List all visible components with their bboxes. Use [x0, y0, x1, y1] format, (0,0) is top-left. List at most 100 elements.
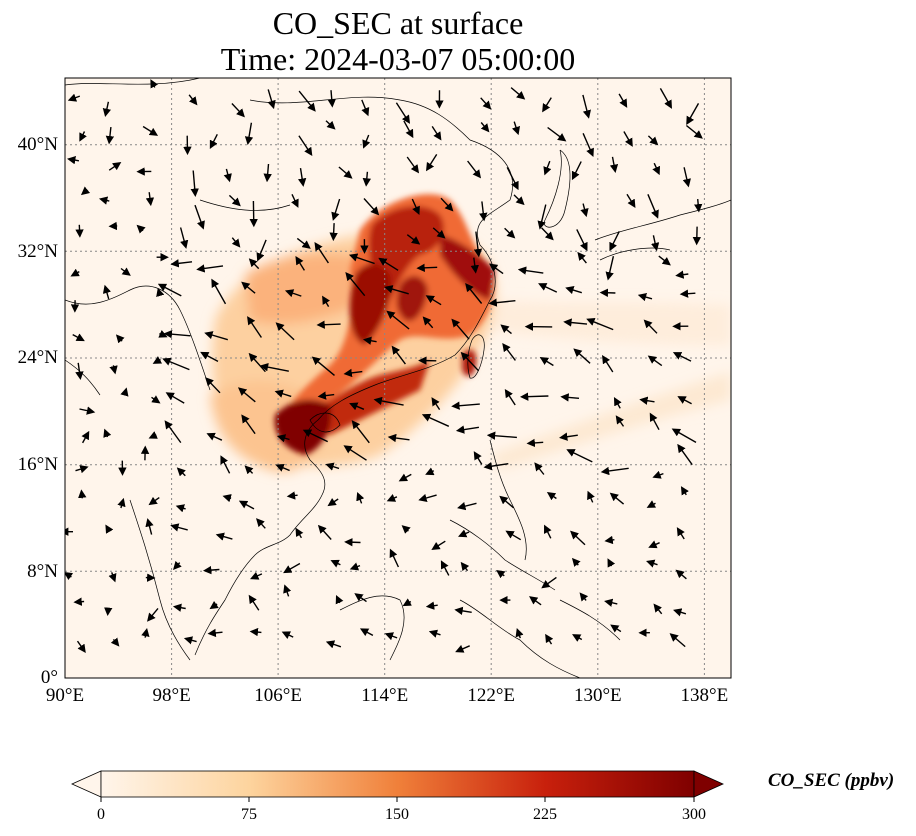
wind-arrow [646, 500, 657, 508]
lat-tick-label: 0° [40, 667, 58, 688]
wind-arrow [652, 470, 664, 479]
wind-arrow [241, 414, 256, 435]
wind-arrow [247, 316, 262, 338]
map-gridlines [65, 78, 731, 678]
wind-arrow [623, 131, 633, 147]
wind-arrow [244, 122, 254, 146]
wind-arrow [67, 156, 80, 165]
wind-arrow [338, 166, 353, 179]
lat-tick-label: 24°N [17, 347, 58, 368]
wind-arrow [152, 356, 163, 364]
wind-arrow [693, 199, 703, 213]
wind-arrow [609, 492, 625, 505]
lon-tick-label: 106°E [254, 685, 302, 706]
wind-arrow [275, 463, 290, 472]
wind-arrow [467, 160, 482, 179]
wind-arrow [539, 357, 554, 367]
wind-arrow [325, 120, 336, 130]
wind-arrow [386, 494, 398, 502]
wind-arrow [652, 162, 660, 176]
wind-arrow [488, 298, 516, 307]
wind-arrow [577, 251, 587, 264]
wind-arrow [387, 433, 410, 443]
wind-arrow [639, 396, 655, 405]
wind-arrow [384, 285, 409, 295]
wind-arrow [505, 530, 522, 541]
wind-arrow [148, 431, 158, 439]
wind-arrow [148, 496, 160, 506]
wind-arrow [541, 227, 554, 241]
wind-arrow [395, 102, 411, 124]
wind-arrow [276, 434, 290, 443]
wind-arrow [470, 257, 479, 274]
wind-arrow [157, 283, 182, 297]
wind-arrow [543, 160, 552, 176]
wind-arrow [316, 320, 341, 329]
wind-arrow [75, 465, 89, 474]
wind-arrow [170, 259, 193, 268]
co-concentration-field [210, 194, 731, 472]
colorbar-tick-label: 300 [682, 806, 706, 823]
wind-arrow [344, 538, 361, 547]
lon-tick-label: 98°E [152, 685, 191, 706]
wind-arrow [500, 324, 512, 335]
wind-arrow [411, 198, 420, 215]
wind-arrow [613, 397, 622, 409]
wind-arrow [601, 355, 614, 373]
wind-arrow [679, 289, 696, 298]
wind-arrow [361, 99, 370, 117]
colorbar [71, 770, 724, 802]
wind-arrow [486, 431, 517, 440]
wind-arrow [618, 93, 628, 108]
wind-arrow [204, 331, 228, 341]
wind-arrow [576, 229, 588, 252]
colorbar-tick-label: 225 [533, 806, 557, 823]
wind-arrow [673, 608, 687, 617]
wind-arrow [685, 124, 703, 139]
wind-arrow [672, 352, 692, 362]
wind-arrow [263, 163, 272, 183]
wind-arrow [586, 317, 614, 331]
map-title-line2: Time: 2024-03-07 05:00:00 [220, 41, 576, 77]
wind-arrow [175, 504, 186, 513]
wind-arrow [335, 594, 344, 605]
wind-arrow [183, 636, 197, 645]
wind-arrow [571, 557, 581, 567]
wind-arrow [281, 631, 294, 640]
wind-arrow [156, 287, 165, 298]
wind-arrow [162, 357, 190, 371]
wind-arrow [431, 397, 441, 410]
wind-arrow [209, 600, 219, 610]
wind-arrow [537, 204, 547, 230]
wind-arrow [682, 167, 691, 188]
colorbar-label: CO_SEC (ppbv) [768, 770, 895, 791]
wind-arrow [504, 227, 516, 239]
lon-tick-label: 122°E [467, 685, 516, 706]
wind-arrow [349, 562, 361, 571]
colorbar-tick-label: 0 [97, 806, 105, 823]
wind-arrow [425, 295, 442, 306]
wind-arrow [120, 267, 131, 276]
wind-arrow [465, 283, 483, 304]
wind-arrow [428, 629, 441, 638]
wind-arrow [582, 94, 591, 119]
wind-arrow [669, 633, 686, 648]
wind-arrow [176, 467, 186, 477]
wind-arrow [384, 632, 398, 641]
wind-arrow [440, 197, 454, 212]
wind-arrow [545, 633, 554, 645]
colorbar-extend-min [71, 770, 102, 798]
wind-arrow [173, 560, 182, 570]
wind-arrow [343, 445, 367, 461]
wind-arrow [609, 156, 619, 173]
wind-arrow [67, 93, 81, 102]
wind-arrow [643, 319, 658, 334]
wind-arrow [194, 204, 205, 230]
wind-arrow [79, 131, 87, 142]
wind-arrow [398, 473, 412, 482]
wind-arrow [605, 256, 615, 281]
wind-arrow [120, 387, 129, 397]
wind-arrow [172, 603, 186, 612]
wind-arrow [649, 412, 660, 431]
wind-arrow [330, 559, 341, 568]
